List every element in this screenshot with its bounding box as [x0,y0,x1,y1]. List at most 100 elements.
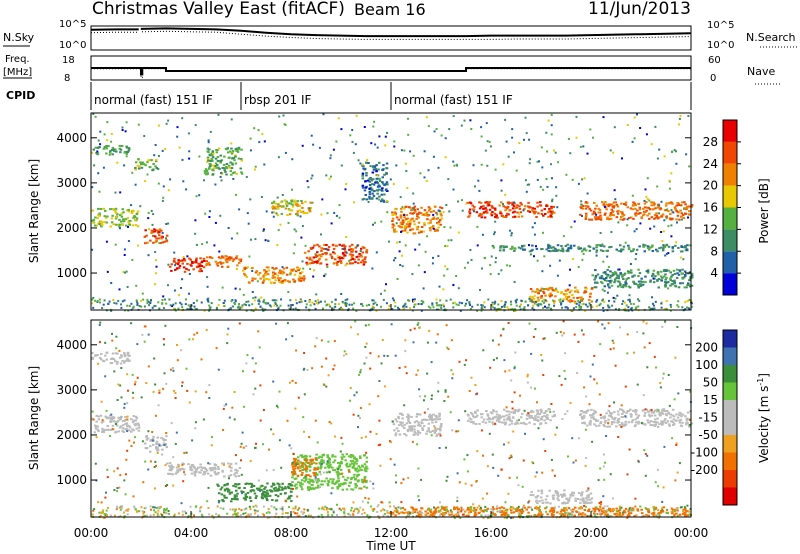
heat-cell [540,418,544,421]
heat-cell [529,494,533,496]
heat-cell-sparse [503,304,505,307]
heat-cell-ground [471,305,474,308]
heat-cell [360,478,364,481]
heat-cell-sparse [595,251,598,254]
heat-cell-sparse [205,391,208,394]
heat-cell [211,150,215,153]
heat-cell [405,218,408,220]
heat-cell [281,270,284,273]
heat-cell [167,472,170,475]
heat-cell [330,255,334,258]
heat-cell [289,484,292,487]
heat-cell-sparse [451,429,454,432]
heat-cell-sparse [658,204,661,207]
heat-cell [663,209,667,212]
heat-cell-ground [149,300,152,303]
heat-cell [124,416,127,419]
heat-cell [590,300,594,303]
nave-label: Nave [747,65,775,78]
heat-cell [250,267,254,270]
heat-cell-sparse [517,484,520,487]
heat-cell-ground [417,303,420,305]
heat-cell [365,248,369,251]
heat-cell-ground [461,302,463,305]
heat-cell [685,423,688,426]
heat-cell-sparse [167,222,170,225]
heat-cell-sparse [393,463,396,466]
heat-cell [152,230,155,233]
heat-cell [241,491,244,494]
heat-cell-sparse [687,115,690,117]
heat-cell [150,438,153,441]
heat-cell [112,149,116,152]
heat-cell-ground [515,304,518,307]
heat-cell [139,161,142,164]
heat-cell [617,413,620,416]
heat-cell-ground [344,301,347,304]
heat-cell [654,421,657,423]
heat-cell [279,201,283,204]
heat-cell-ground [130,302,133,305]
heat-cell-sparse [221,286,224,289]
heat-cell [144,442,147,445]
heat-cell-sparse [319,473,322,476]
heat-cell-ground [280,298,283,301]
heat-cell [224,258,228,261]
heat-cell-sparse [182,256,185,258]
heat-cell [536,494,540,497]
heat-cell-ground [602,309,605,312]
heat-cell [685,418,688,421]
heat-cell-ground [607,304,609,307]
heat-cell-sparse [596,299,599,302]
heat-cell [467,506,470,509]
heat-cell [560,508,564,511]
heat-cell-ground [684,308,687,311]
heat-cell-ground [245,300,248,303]
heat-cell-sparse [301,144,304,147]
heat-cell [393,213,396,216]
heat-cell-sparse [447,239,450,242]
heat-cell [492,246,496,249]
heat-cell [274,202,278,205]
heat-cell [556,491,559,494]
heat-cell [530,298,533,301]
heat-cell [131,224,135,227]
heat-cell-ground [665,308,668,310]
heat-cell-sparse [452,115,455,118]
heat-cell [293,477,297,480]
heat-cell [111,153,114,156]
heat-cell [482,205,485,208]
heat-cell [684,212,688,215]
heat-cell-sparse [469,119,472,122]
heat-cell [509,247,512,250]
heat-cell [203,471,206,473]
heat-cell [104,145,107,148]
heat-cell [475,415,478,418]
heat-cell [322,459,325,462]
heat-cell [587,205,590,208]
heat-cell [116,352,119,355]
heat-cell [690,272,694,275]
heat-cell [332,262,336,265]
heat-cell-sparse [144,460,147,463]
heat-cell [536,288,539,291]
heat-cell [617,268,620,271]
heat-cell [297,204,300,207]
heat-cell [582,501,586,504]
heat-cell [493,212,497,215]
heat-cell [220,172,223,174]
heat-cell [595,420,598,422]
heat-cell [624,420,627,423]
heat-cell [581,491,584,494]
heat-cell [610,423,614,426]
heat-cell [540,295,543,297]
heat-cell-sparse [355,114,358,117]
heat-cell-ground [624,307,627,310]
heat-cell [321,483,324,486]
heat-cell-sparse [226,342,229,345]
heat-cell [251,279,254,282]
heat-cell [628,507,632,509]
heat-cell-ground [261,307,264,310]
heat-cell [541,513,544,516]
heat-cell-ground [480,304,483,307]
